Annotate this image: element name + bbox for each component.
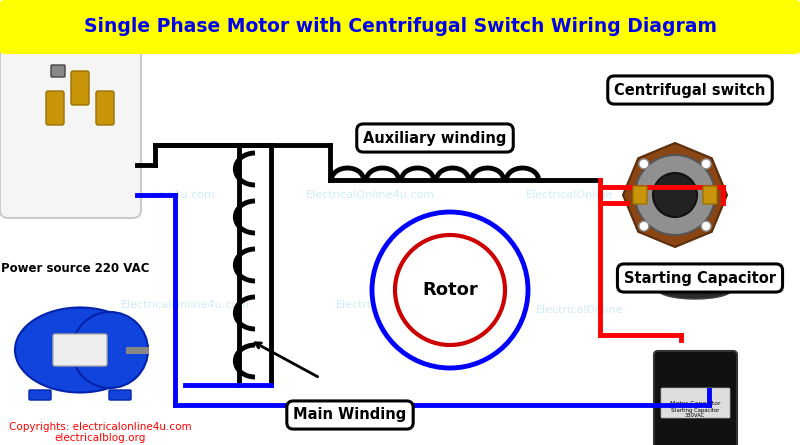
FancyBboxPatch shape <box>53 334 107 366</box>
Text: Copyrights: electricalonline4u.com: Copyrights: electricalonline4u.com <box>9 422 191 432</box>
Text: ine4u.com: ine4u.com <box>156 190 214 200</box>
Text: Starting Capacitor: Starting Capacitor <box>624 271 776 286</box>
Circle shape <box>395 235 505 345</box>
Text: Rotor: Rotor <box>422 281 478 299</box>
FancyBboxPatch shape <box>1 2 799 52</box>
Circle shape <box>635 155 715 235</box>
Circle shape <box>639 159 649 169</box>
Circle shape <box>372 212 528 368</box>
Text: ElectricalOnline: ElectricalOnline <box>526 190 614 200</box>
FancyBboxPatch shape <box>703 186 717 204</box>
FancyBboxPatch shape <box>71 71 89 105</box>
FancyBboxPatch shape <box>51 65 65 77</box>
Circle shape <box>639 221 649 231</box>
FancyBboxPatch shape <box>96 91 114 125</box>
FancyBboxPatch shape <box>633 186 647 204</box>
Ellipse shape <box>658 281 731 299</box>
FancyBboxPatch shape <box>46 91 64 125</box>
FancyBboxPatch shape <box>661 388 730 418</box>
Circle shape <box>653 173 697 217</box>
Text: Power source 220 VAC: Power source 220 VAC <box>1 262 150 275</box>
FancyBboxPatch shape <box>109 390 131 400</box>
Text: ElectricalOnline4u.com: ElectricalOnline4u.com <box>335 300 465 310</box>
Polygon shape <box>623 143 727 247</box>
Text: ElectricalOnline4u.com: ElectricalOnline4u.com <box>121 300 250 310</box>
Text: Starting Capacitor
330VAC: Starting Capacitor 330VAC <box>671 408 719 418</box>
Circle shape <box>704 283 714 293</box>
Text: ElectricalOnline: ElectricalOnline <box>536 305 624 315</box>
Circle shape <box>701 221 711 231</box>
Circle shape <box>701 159 711 169</box>
Text: Centrifugal switch: Centrifugal switch <box>614 82 766 97</box>
Text: Auxiliary winding: Auxiliary winding <box>363 130 506 146</box>
Circle shape <box>72 312 148 388</box>
Text: ElectricalOnline4u.com: ElectricalOnline4u.com <box>306 190 434 200</box>
Text: Single Phase Motor with Centrifugal Switch Wiring Diagram: Single Phase Motor with Centrifugal Swit… <box>83 17 717 36</box>
FancyBboxPatch shape <box>29 390 51 400</box>
Ellipse shape <box>15 307 145 392</box>
FancyBboxPatch shape <box>0 47 141 218</box>
Text: electricalblog.org: electricalblog.org <box>54 433 146 443</box>
Text: Motor Capacitor: Motor Capacitor <box>670 400 720 405</box>
Circle shape <box>676 283 686 293</box>
Text: Main Winding: Main Winding <box>294 408 406 422</box>
FancyBboxPatch shape <box>654 351 737 445</box>
